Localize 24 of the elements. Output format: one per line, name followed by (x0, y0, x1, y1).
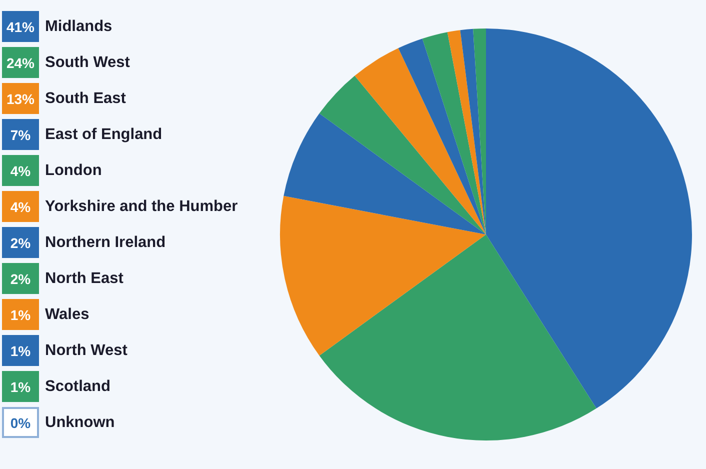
data-label: 2% (2, 263, 39, 294)
data-label: 13% (2, 83, 39, 114)
data-label: 1% (2, 335, 39, 366)
data-label: 1% (2, 299, 39, 330)
data-label: 4% (2, 191, 39, 222)
data-label: 1% (2, 371, 39, 402)
data-label: 24% (2, 47, 39, 78)
legend-label: London (45, 162, 102, 180)
data-label: 41% (2, 11, 39, 42)
legend-label: North East (45, 270, 124, 288)
text: 0% (10, 414, 31, 430)
legend-label: South East (45, 90, 126, 108)
legend-label: Yorkshire and the Humber (45, 198, 238, 216)
legend-label: Northern Ireland (45, 234, 166, 252)
legend-label: South West (45, 54, 130, 72)
legend-label: Midlands (45, 18, 112, 36)
data-label: 4% (2, 155, 39, 186)
legend-label: Scotland (45, 378, 110, 396)
data-label: 7% (2, 119, 39, 150)
legend-label: Unknown (45, 414, 115, 432)
legend-label: East of England (45, 126, 162, 144)
data-label: 2% (2, 227, 39, 258)
legend-label: North West (45, 342, 128, 360)
legend-label: Wales (45, 306, 90, 324)
